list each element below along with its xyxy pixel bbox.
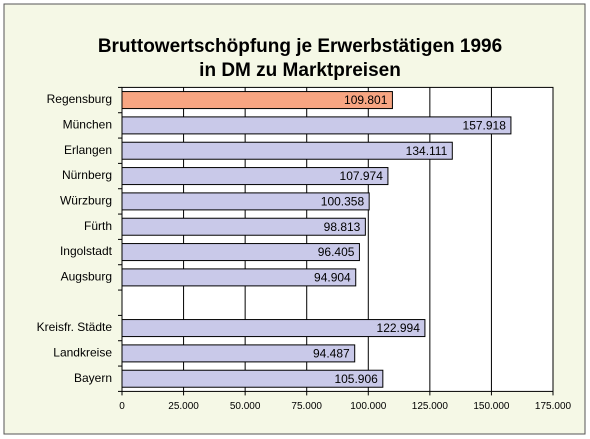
y-tick-label: Bayern: [74, 371, 112, 385]
value-label: 94.904: [314, 271, 351, 285]
bar: [121, 141, 453, 160]
x-tick-label: 75.000: [291, 401, 322, 412]
y-tick-label: Ingolstadt: [60, 244, 113, 258]
y-tick-label: München: [63, 118, 112, 132]
x-tick-label: 100.000: [350, 401, 387, 412]
chart-title: Bruttowertschöpfung je Erwerbstätigen 19…: [98, 36, 502, 57]
bar: [121, 192, 370, 211]
value-label: 122.994: [377, 321, 421, 335]
value-label: 100.358: [321, 195, 365, 209]
y-tick-label: Regensburg: [47, 92, 112, 106]
y-tick-label: Nürnberg: [62, 168, 112, 182]
bar: [121, 116, 512, 135]
bar: [121, 217, 366, 236]
value-label: 96.405: [318, 245, 355, 259]
x-tick-label: 175.000: [535, 401, 572, 412]
value-label: 134.111: [406, 144, 448, 158]
y-tick-label: Augsburg: [61, 270, 112, 284]
value-label: 94.487: [313, 347, 350, 361]
bar: [121, 243, 360, 262]
bar: [121, 319, 426, 338]
y-tick-label: Erlangen: [64, 143, 112, 157]
y-tick-label: Würzburg: [60, 194, 112, 208]
bar: [121, 167, 389, 186]
bar: [121, 369, 384, 388]
y-tick-label: Kreisfr. Städte: [37, 320, 113, 334]
value-label: 107.974: [340, 169, 384, 183]
value-label: 109.801: [344, 93, 388, 107]
bar: [121, 268, 357, 287]
x-tick-label: 150.000: [473, 401, 510, 412]
chart-title: in DM zu Marktpreisen: [199, 60, 401, 81]
bar: [121, 344, 356, 363]
x-tick-label: 125.000: [412, 401, 449, 412]
y-tick-label: Fürth: [84, 219, 112, 233]
x-tick-label: 50.000: [230, 401, 261, 412]
value-label: 157.918: [463, 119, 507, 133]
x-tick-label: 25.000: [168, 401, 199, 412]
bar: [121, 91, 393, 110]
plot-area: [122, 87, 553, 392]
x-tick-label: 0: [119, 401, 125, 412]
value-label: 105.906: [334, 372, 378, 386]
y-tick-label: Landkreise: [53, 346, 112, 360]
value-label: 98.813: [324, 220, 361, 234]
